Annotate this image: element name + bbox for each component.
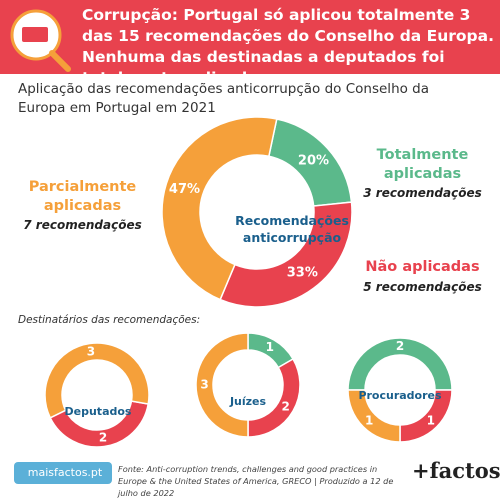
value-label: 47% xyxy=(169,182,200,197)
center-label: Procuradores xyxy=(358,389,442,402)
header-bg xyxy=(0,0,500,74)
center-label: Deputados xyxy=(64,405,132,418)
donut-segment xyxy=(347,337,453,391)
donut-hole xyxy=(215,352,281,418)
title: Corrupção: Portugal só aplicou totalment… xyxy=(82,6,494,87)
donut-hole xyxy=(64,362,130,428)
donut-segment xyxy=(219,201,353,308)
donut-hole xyxy=(202,157,312,267)
source: Fonte: Anti-corruption trends, challenge… xyxy=(118,464,394,498)
value-label: 2 xyxy=(396,339,404,353)
center-label: Juízes xyxy=(229,395,267,408)
category-note: 5 recomendações xyxy=(363,280,482,294)
center-label: Recomendações anticorrupção xyxy=(235,213,349,245)
value-label: 2 xyxy=(281,399,289,413)
value-label: 3 xyxy=(200,378,208,392)
magnifier-handle xyxy=(49,50,71,72)
donut-hole xyxy=(367,357,433,423)
category-note: 3 recomendações xyxy=(363,186,482,200)
value-label: 33% xyxy=(287,266,318,281)
value-label: 3 xyxy=(87,344,95,358)
category-note: 7 recomendações xyxy=(23,218,142,232)
value-label: 20% xyxy=(298,154,329,169)
donut-segment xyxy=(347,389,401,443)
category-label: Não aplicadas xyxy=(365,259,480,275)
money-icon xyxy=(22,27,48,42)
brand-bg xyxy=(14,462,112,484)
brand: maisfactos.pt xyxy=(27,466,103,479)
donut-segment xyxy=(44,342,150,419)
category-label: Parcialmente aplicadas xyxy=(28,179,137,214)
section-label: Destinatários das recomendações: xyxy=(18,314,201,326)
donut-segment xyxy=(195,332,249,438)
value-label: 1 xyxy=(266,340,274,354)
value-label: 2 xyxy=(99,431,107,445)
subtitle: Aplicação das recomendações anticorrupçã… xyxy=(18,81,430,116)
logo: +factos xyxy=(412,458,500,483)
category-label: Totalmente aplicadas xyxy=(376,147,469,182)
donut-segment xyxy=(161,116,278,301)
value-label: 1 xyxy=(427,413,435,427)
value-label: 1 xyxy=(365,413,373,427)
